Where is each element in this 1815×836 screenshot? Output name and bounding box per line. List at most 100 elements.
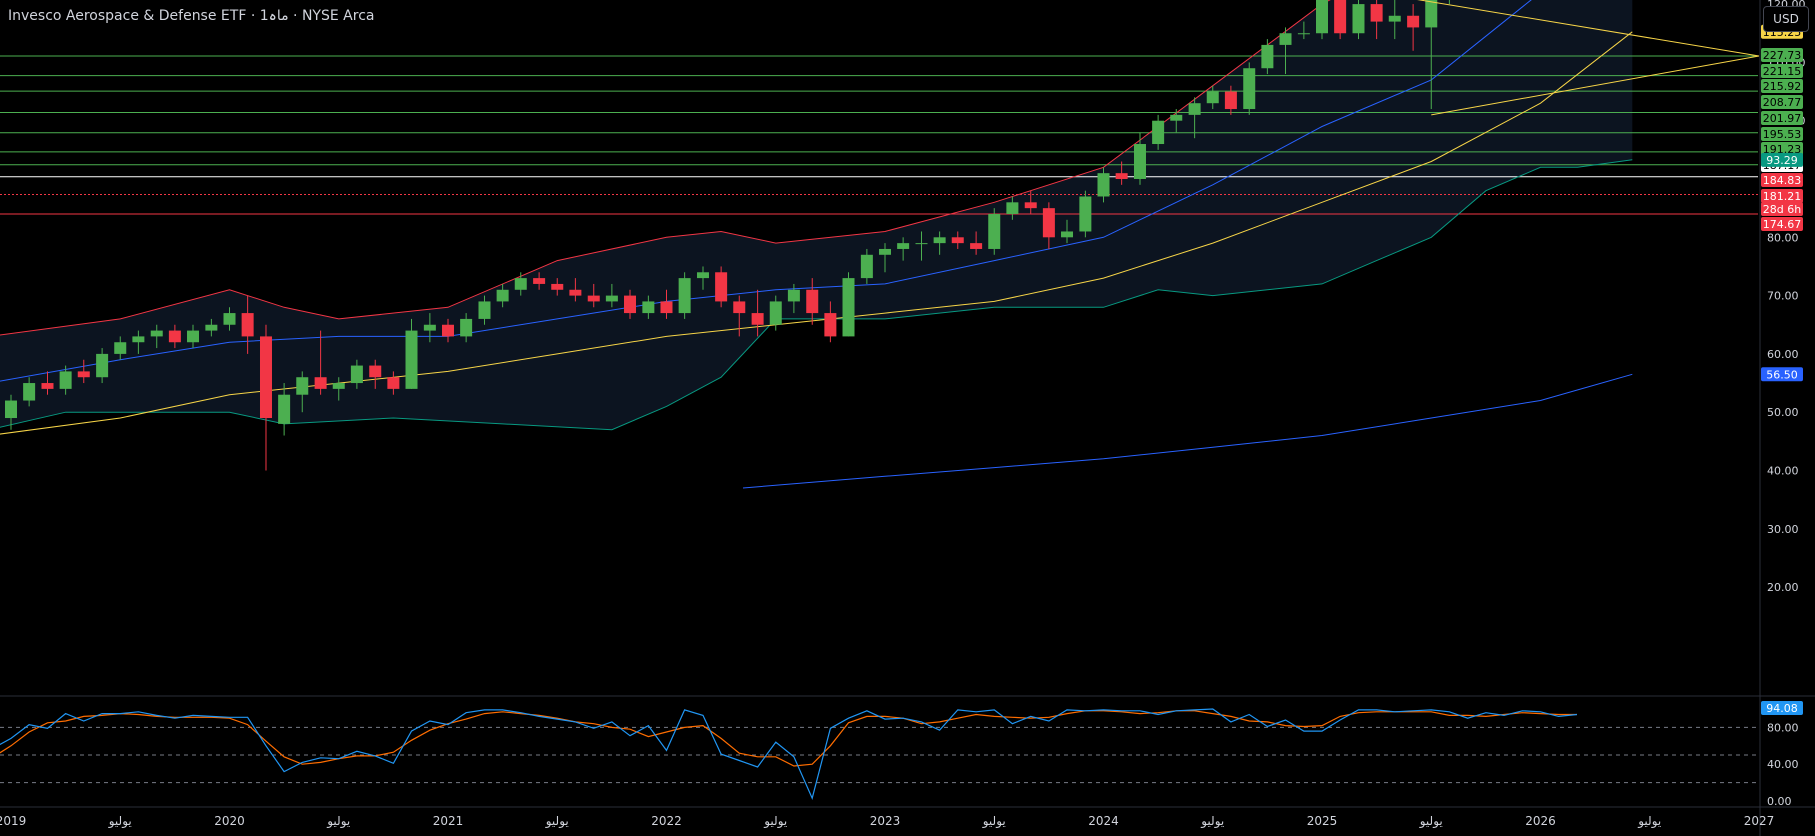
price-axis-badge: 215.92 [1763,80,1802,93]
candle-body [1334,0,1347,34]
candle-body [751,313,764,325]
rsi-signal-line [0,710,1577,767]
candle-body [933,237,946,244]
price-axis-badge-bg [1761,95,1803,109]
price-axis-badge-bg [1761,189,1803,203]
time-axis-label: 2020 [214,814,245,828]
candle-body [1152,120,1165,145]
candle-body [278,394,291,424]
candle-body [1352,4,1365,34]
price-axis-tick-label: 50.00 [1767,406,1799,419]
candle-body [496,289,509,302]
candle-body [1425,0,1438,28]
candle-body [733,301,746,314]
candle-body [1261,44,1274,69]
candle-body [1279,33,1292,45]
candle-body [1243,68,1256,110]
time-axis-label: یولیو [326,814,350,829]
candle-body [369,365,382,378]
trend-line [1417,0,1760,57]
currency-button[interactable]: USD [1763,6,1809,32]
candle-body [132,336,145,343]
candle-body [514,278,527,290]
time-axis-label: یولیو [1200,814,1224,829]
candle-body [150,330,163,337]
candle-body [96,353,109,378]
bb-basis-line [0,0,1532,382]
price-axis-badge-bg [1761,142,1803,156]
price-axis-badge: 28d 6h [1763,203,1801,216]
candle-body [915,243,928,245]
candle-body [587,295,600,302]
candle-body [1061,231,1074,238]
candle-body [205,324,218,331]
candle-body [259,336,272,419]
candle-body [970,243,983,249]
price-axis-badge-bg [1761,127,1803,141]
price-axis-badge-bg [1761,367,1803,382]
price-axis-badge-bg [1761,79,1803,93]
candle-body [533,278,546,284]
time-axis-label: 2022 [651,814,682,828]
candle-body [1297,33,1310,35]
price-axis-tick-label: 70.00 [1767,290,1799,303]
candle-body [350,365,363,384]
price-axis-badge: 208.77 [1763,96,1802,109]
candle-body [1042,208,1055,238]
candle-body [1188,103,1201,115]
long-moving-average-line [742,373,1633,489]
time-axis-label: 2026 [1525,814,1556,828]
candle-body [551,283,564,290]
price-axis-badge-bg [1761,111,1803,125]
candle-body [1133,144,1146,179]
price-axis-badge: 201.97 [1763,112,1802,125]
candle-body [460,318,473,337]
time-axis-label: یولیو [982,814,1006,829]
price-axis-badge-bg [1761,152,1803,167]
time-axis-label: یولیو [763,814,787,829]
candle-body [879,248,891,255]
time-axis-label: 2024 [1088,814,1119,828]
time-axis-label: یولیو [1637,814,1661,829]
candle-body [241,313,254,337]
candle-body [1407,15,1420,28]
candle-body [332,383,345,389]
chart-title: Invesco Aerospace & Defense ETF · 1ماہ ·… [8,8,375,24]
candle-body [187,330,200,343]
price-axis-badge: 191.23 [1763,143,1802,156]
price-axis-badge: 181.21 [1763,190,1802,203]
candle-body [1097,173,1110,197]
time-axis-label: 2027 [1744,814,1775,828]
price-axis-badge: 221.15 [1763,65,1802,78]
candle-body [715,272,728,302]
price-axis-badge-bg [1761,64,1803,78]
price-axis-tick-label: 40.00 [1767,465,1799,478]
candle-body [824,313,837,337]
bb-upper-line [0,0,1331,336]
price-axis-tick-label: 120.00 [1767,0,1806,11]
time-axis-label: 2023 [870,814,901,828]
candle-body [5,400,17,419]
rsi-axis-tick-label: 0.00 [1767,795,1792,808]
price-axis-badge: 195.53 [1763,128,1802,141]
price-axis-badge: 184.83 [1763,174,1802,187]
candle-body [642,301,655,314]
candle-body [787,289,800,302]
candle-body [696,272,709,279]
candle-body [678,278,691,314]
time-axis-label: 2019 [0,814,26,828]
rsi-axis-tick-label: 40.00 [1767,758,1799,771]
candle-body [296,377,309,395]
candle-body [387,377,400,389]
time-axis-label: یولیو [545,814,569,829]
bollinger-band-fill [0,0,1633,430]
price-axis-badge-bg [1761,173,1803,187]
price-axis-badge-bg [1761,217,1803,231]
price-axis-tick-label: 30.00 [1767,523,1799,536]
candle-body [223,313,236,325]
price-axis-tick-label: 80.00 [1767,231,1799,244]
candle-body [569,289,582,296]
candle-body [624,295,637,314]
trend-line [1431,55,1760,116]
